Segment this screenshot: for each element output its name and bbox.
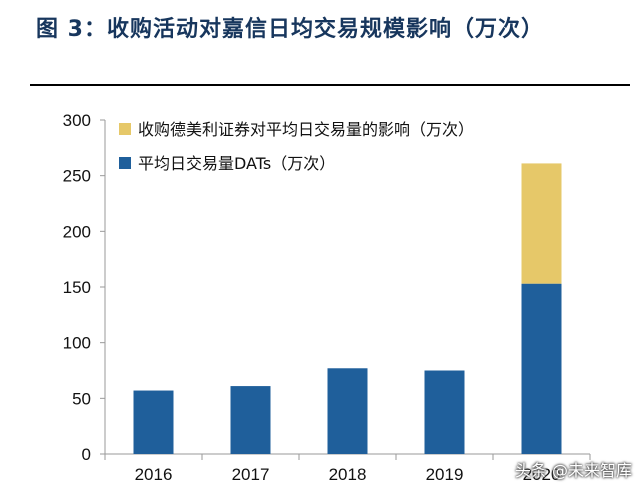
watermark-text: 头条 @未来智库 bbox=[514, 461, 632, 480]
x-tick-label: 2016 bbox=[135, 465, 173, 484]
title-divider bbox=[30, 84, 630, 86]
x-tick-label: 2019 bbox=[426, 465, 464, 484]
y-tick-label: 250 bbox=[63, 167, 91, 186]
x-tick-label: 2017 bbox=[232, 465, 270, 484]
y-tick-label: 50 bbox=[72, 389, 91, 408]
bar-dats bbox=[230, 386, 271, 454]
y-tick-label: 0 bbox=[82, 445, 91, 464]
bar-series bbox=[133, 163, 562, 454]
bar-dats bbox=[424, 370, 465, 454]
y-tick-label: 200 bbox=[63, 222, 91, 241]
x-axis: 2016 2017 2018 2019 2020 bbox=[104, 453, 591, 484]
y-tick-label: 300 bbox=[63, 111, 91, 130]
legend: 收购德美利证券对平均日交易量的影响（万次） 平均日交易量DATs（万次） bbox=[119, 120, 474, 173]
legend-swatch bbox=[119, 123, 131, 135]
legend-swatch bbox=[119, 157, 131, 169]
bar-acquisition-impact bbox=[521, 163, 562, 284]
legend-label: 平均日交易量DATs（万次） bbox=[138, 154, 335, 173]
bar-dats bbox=[133, 390, 174, 454]
y-tick-label: 150 bbox=[63, 278, 91, 297]
bar-dats bbox=[521, 283, 562, 454]
x-tick-label: 2018 bbox=[329, 465, 367, 484]
y-axis: 0 50 100 150 200 250 300 bbox=[63, 111, 106, 464]
y-tick-label: 100 bbox=[63, 334, 91, 353]
legend-label: 收购德美利证券对平均日交易量的影响（万次） bbox=[138, 120, 474, 139]
figure-title: 图 3：收购活动对嘉信日均交易规模影响（万次） bbox=[36, 17, 544, 42]
bar-dats bbox=[327, 368, 368, 454]
x-tick-label: 2020 bbox=[523, 465, 561, 484]
